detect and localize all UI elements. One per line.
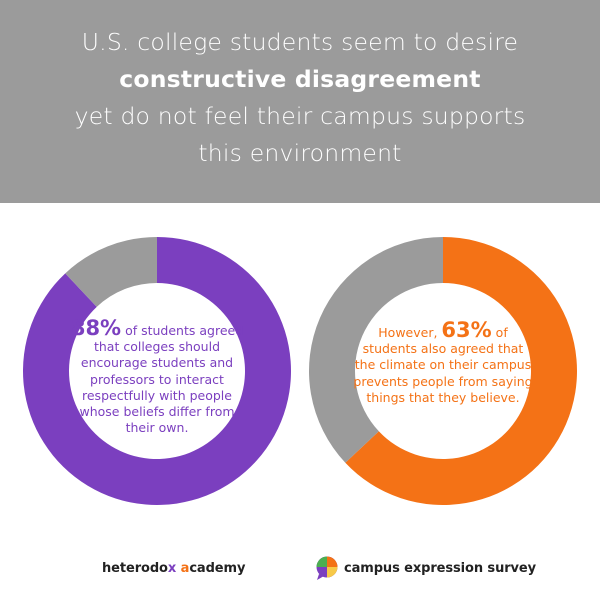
donut-slice-agreed (345, 237, 577, 505)
speech-bubble-pie-icon (316, 556, 338, 580)
right-stat-value: 63% (441, 318, 492, 342)
right-stat-prefix: However, (378, 325, 438, 340)
left-stat-text: of students agreed that colleges should … (79, 323, 244, 436)
header-line-2: constructive disagreement (119, 64, 481, 93)
right-stat-text: of students also agreed that the climate… (353, 325, 533, 405)
donut-chart-right (309, 237, 577, 505)
right-donut-caption: However, 63% of students also agreed tha… (352, 320, 534, 406)
donut-slice-other (309, 237, 443, 463)
left-donut-caption: 88% of students agreed that colleges sho… (67, 318, 247, 436)
header-line-4: this environment (198, 138, 402, 167)
logo-text-part2: cademy (189, 561, 246, 576)
header-text: U.S. college students seem to desire con… (75, 24, 526, 172)
heterodox-academy-logo: heterodox academy (102, 561, 245, 576)
header-line-3: yet do not feel their campus supports (74, 101, 526, 130)
donut-slice-agreed (23, 237, 291, 505)
donut-slice-other (65, 237, 157, 307)
logo-text-x: x (167, 561, 177, 576)
header-line-1: U.S. college students seem to desire (81, 27, 519, 56)
logo-text-part1: heterodo (102, 561, 168, 576)
logo-text-a: a (180, 561, 190, 576)
donut-chart-left (23, 237, 291, 505)
header-banner: U.S. college students seem to desire con… (0, 0, 600, 203)
left-stat-value: 88% (70, 316, 122, 340)
campus-expression-survey-logo: campus expression survey (344, 561, 536, 576)
